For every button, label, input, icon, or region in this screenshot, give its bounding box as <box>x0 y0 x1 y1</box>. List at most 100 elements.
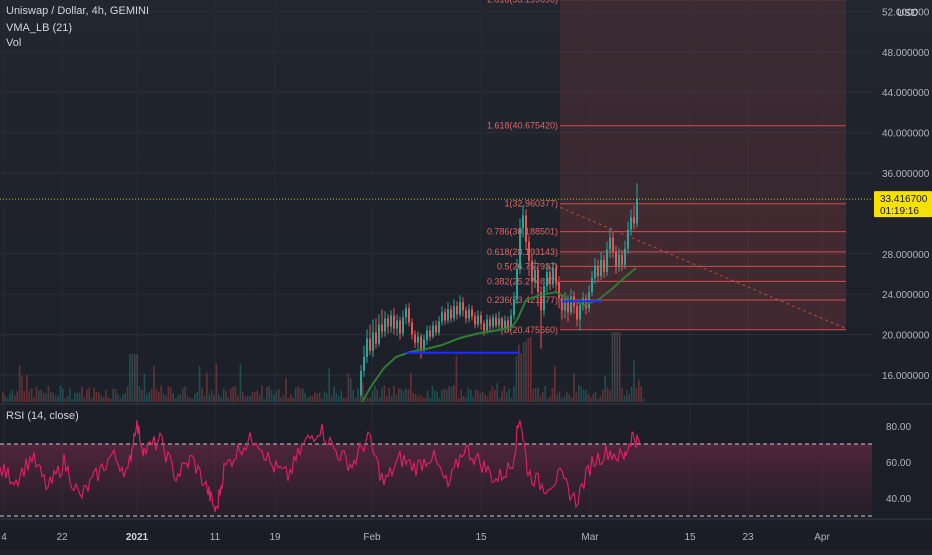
volume-bar <box>621 387 623 402</box>
volume-bar <box>203 396 206 402</box>
candle-body <box>549 271 551 285</box>
volume-bar <box>83 396 86 402</box>
volume-bar <box>302 388 304 402</box>
volume-bar <box>470 389 472 402</box>
volume-bar <box>50 392 52 402</box>
vma-indicator-label[interactable]: VMA_LB (21) <box>6 22 73 34</box>
volume-bar <box>196 392 198 402</box>
volume-bar <box>546 398 549 402</box>
rsi-indicator-label[interactable]: RSI (14, close) <box>6 410 79 422</box>
volume-bar <box>448 386 450 402</box>
volume-bar <box>222 388 225 402</box>
volume-bar <box>508 388 510 402</box>
candle-body <box>447 309 449 321</box>
candle-body <box>606 249 608 272</box>
volume-bar <box>609 390 611 402</box>
time-axis-tick: 15 <box>475 532 487 543</box>
price-axis-tick: 24.000000 <box>882 290 930 301</box>
volume-bar <box>88 387 90 402</box>
price-axis-tick: 48.000000 <box>882 48 930 59</box>
candle-body <box>408 308 410 323</box>
volume-bar <box>623 395 626 402</box>
volume-indicator-label[interactable]: Vol <box>6 37 22 49</box>
candle-body <box>426 330 428 340</box>
volume-bar <box>642 398 645 402</box>
volume-bar <box>542 392 544 402</box>
volume-bar <box>134 354 136 402</box>
volume-bar <box>143 373 146 402</box>
symbol-title[interactable]: Uniswap / Dollar, 4h, GEMINI <box>6 5 150 17</box>
volume-bar <box>580 386 582 402</box>
price-axis-tick: 52.000000 <box>882 7 930 18</box>
volume-bar <box>306 397 309 402</box>
volume-bar <box>309 395 311 402</box>
volume-bar <box>273 393 275 402</box>
volume-bar <box>462 396 465 402</box>
volume-bar <box>484 394 486 402</box>
volume-bar <box>554 366 556 402</box>
volume-bar <box>237 395 239 402</box>
candle-body <box>369 338 371 351</box>
volume-bar <box>107 397 110 402</box>
volume-bar <box>23 391 26 402</box>
candle-body <box>510 315 512 328</box>
volume-bar <box>498 398 501 402</box>
volume-bar <box>501 390 503 402</box>
candle-body <box>636 199 638 224</box>
volume-bar <box>472 396 474 402</box>
candle-body <box>633 217 635 224</box>
volume-bar <box>186 395 189 402</box>
candle-body <box>507 320 509 328</box>
volume-bar <box>527 338 530 402</box>
volume-bar <box>57 395 59 402</box>
volume-bar <box>436 391 438 402</box>
candle-body <box>384 318 386 332</box>
volume-bar <box>287 397 290 402</box>
volume-bar <box>2 392 4 402</box>
volume-bar <box>213 395 215 402</box>
volume-bar <box>374 385 376 402</box>
volume-bar <box>266 387 268 402</box>
volume-bar <box>347 373 350 402</box>
volume-bar <box>66 395 69 402</box>
volume-bar <box>299 388 302 402</box>
candle-body <box>615 251 617 266</box>
volume-bar <box>78 392 81 402</box>
bar-countdown: 01:19:16 <box>880 206 919 217</box>
volume-bar <box>534 388 537 402</box>
volume-bar <box>208 394 210 402</box>
fibonacci-level-label: 1(32.960377) <box>504 199 558 209</box>
candle-body <box>492 317 494 327</box>
price-axis-tick: 40.000000 <box>882 129 930 140</box>
volume-bar <box>194 394 196 402</box>
volume-bar <box>218 394 220 402</box>
volume-bar <box>227 397 230 402</box>
volume-bar <box>270 390 273 402</box>
volume-bar <box>479 392 482 402</box>
volume-bar <box>364 395 366 402</box>
volume-bar <box>532 389 534 402</box>
volume-bar <box>585 389 587 402</box>
volume-bar <box>482 391 484 402</box>
volume-bar <box>345 397 347 402</box>
volume-bar <box>525 341 527 402</box>
volume-bar <box>616 332 618 402</box>
candle-body <box>390 315 392 327</box>
volume-bar <box>170 387 172 402</box>
volume-bar <box>558 391 561 402</box>
volume-bar <box>606 387 609 402</box>
volume-bar <box>318 392 321 402</box>
volume-bar <box>155 389 158 402</box>
volume-bar <box>244 396 246 402</box>
volume-bar <box>626 390 628 402</box>
volume-bar <box>395 394 398 402</box>
volume-bar <box>549 396 551 402</box>
volume-bar <box>590 397 592 402</box>
currency-label: USD <box>897 8 919 19</box>
volume-bar <box>359 398 362 402</box>
fibonacci-zone <box>560 0 846 330</box>
volume-bar <box>594 391 597 402</box>
volume-bar <box>220 397 222 402</box>
last-price-value: 33.416700 <box>880 194 928 205</box>
